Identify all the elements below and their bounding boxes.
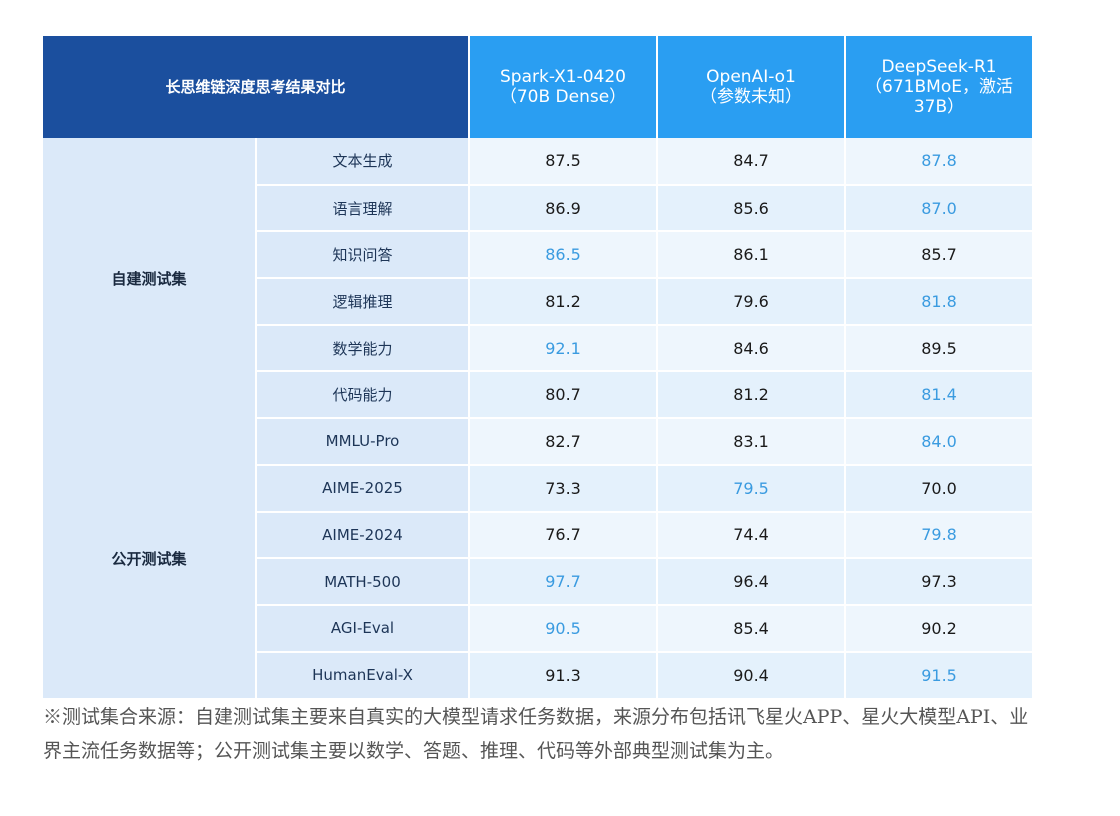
- score-cell: 87.0: [845, 184, 1033, 233]
- column-header-deepseek: DeepSeek-R1 （671BMoE，激活37B）: [845, 36, 1033, 138]
- score-cell: 90.2: [845, 604, 1033, 653]
- score-cell: 86.5: [469, 231, 659, 280]
- score-cell: 97.3: [845, 558, 1033, 606]
- table-row: HumanEval-X 91.3 90.4 91.5: [43, 651, 1033, 699]
- score-cell: 74.4: [657, 511, 847, 560]
- score-cell: 73.3: [469, 464, 659, 513]
- task-name-cell: MMLU-Pro: [256, 418, 471, 466]
- task-name-cell: 文本生成: [256, 138, 471, 186]
- score-cell: 70.0: [845, 464, 1033, 513]
- table-row: 自建测试集 文本生成 87.5 84.7 87.8: [43, 138, 1033, 419]
- task-name-cell: AGI-Eval: [256, 604, 471, 653]
- section-label: 公开测试集: [43, 418, 257, 699]
- score-cell: 76.7: [469, 511, 659, 560]
- task-name-cell: MATH-500: [256, 558, 471, 606]
- score-cell: 91.3: [469, 651, 659, 699]
- score-cell: 85.6: [657, 184, 847, 233]
- table-row: AGI-Eval 90.5 85.4 90.2: [43, 604, 1033, 653]
- score-cell: 87.8: [845, 138, 1033, 186]
- column-header-openai: OpenAI-o1 （参数未知）: [657, 36, 847, 138]
- score-cell: 92.1: [469, 324, 659, 373]
- task-name-cell: AIME-2024: [256, 511, 471, 560]
- footnote: ※测试集合来源：自建测试集主要来自真实的大模型请求任务数据，来源分布包括讯飞星火…: [43, 706, 1029, 762]
- score-cell: 81.2: [657, 371, 847, 420]
- column-header-sub: （70B Dense）: [499, 87, 627, 107]
- score-cell: 81.8: [845, 278, 1033, 326]
- column-header-name: Spark-X1-0420: [500, 67, 626, 87]
- table-header-row: 长思维链深度思考结果对比 Spark-X1-0420 （70B Dense） O…: [43, 36, 1033, 138]
- score-cell: 87.5: [469, 138, 659, 186]
- score-cell: 82.7: [469, 418, 659, 466]
- score-cell: 79.8: [845, 511, 1033, 560]
- score-cell: 86.9: [469, 184, 659, 233]
- comparison-table-container: 长思维链深度思考结果对比 Spark-X1-0420 （70B Dense） O…: [43, 36, 1033, 699]
- table-title: 长思维链深度思考结果对比: [43, 36, 471, 138]
- table-row: 代码能力 80.7 81.2 81.4: [43, 371, 1033, 420]
- table-row: 语言理解 86.9 85.6 87.0: [43, 184, 1033, 233]
- score-cell: 90.4: [657, 651, 847, 699]
- column-header-name: OpenAI-o1: [706, 67, 796, 87]
- score-cell: 79.5: [657, 464, 847, 513]
- score-cell: 81.2: [469, 278, 659, 326]
- task-name-cell: 逻辑推理: [256, 278, 471, 326]
- task-name-cell: 知识问答: [256, 231, 471, 280]
- table-row: 公开测试集 MMLU-Pro 82.7 83.1 84.0: [43, 418, 1033, 699]
- table-row: 数学能力 92.1 84.6 89.5: [43, 324, 1033, 373]
- score-cell: 91.5: [845, 651, 1033, 699]
- score-cell: 81.4: [845, 371, 1033, 420]
- table-row: 逻辑推理 81.2 79.6 81.8: [43, 278, 1033, 326]
- score-cell: 84.7: [657, 138, 847, 186]
- score-cell: 86.1: [657, 231, 847, 280]
- comparison-table: 长思维链深度思考结果对比 Spark-X1-0420 （70B Dense） O…: [43, 36, 1033, 699]
- score-cell: 96.4: [657, 558, 847, 606]
- column-header-sub: （671BMoE，激活37B）: [865, 77, 1013, 117]
- column-header-name: DeepSeek-R1: [881, 57, 997, 77]
- score-cell: 89.5: [845, 324, 1033, 373]
- task-name-cell: 语言理解: [256, 184, 471, 233]
- table-row: 知识问答 86.5 86.1 85.7: [43, 231, 1033, 280]
- section-label: 自建测试集: [43, 138, 257, 419]
- table-row: MATH-500 97.7 96.4 97.3: [43, 558, 1033, 606]
- table-row: AIME-2025 73.3 79.5 70.0: [43, 464, 1033, 513]
- score-cell: 85.4: [657, 604, 847, 653]
- score-cell: 79.6: [657, 278, 847, 326]
- score-cell: 90.5: [469, 604, 659, 653]
- task-name-cell: 代码能力: [256, 371, 471, 420]
- score-cell: 84.0: [845, 418, 1033, 466]
- table-row: AIME-2024 76.7 74.4 79.8: [43, 511, 1033, 560]
- column-header-sub: （参数未知）: [700, 87, 803, 107]
- task-name-cell: HumanEval-X: [256, 651, 471, 699]
- score-cell: 85.7: [845, 231, 1033, 280]
- column-header-spark: Spark-X1-0420 （70B Dense）: [469, 36, 659, 138]
- task-name-cell: 数学能力: [256, 324, 471, 373]
- score-cell: 97.7: [469, 558, 659, 606]
- score-cell: 83.1: [657, 418, 847, 466]
- score-cell: 84.6: [657, 324, 847, 373]
- score-cell: 80.7: [469, 371, 659, 420]
- task-name-cell: AIME-2025: [256, 464, 471, 513]
